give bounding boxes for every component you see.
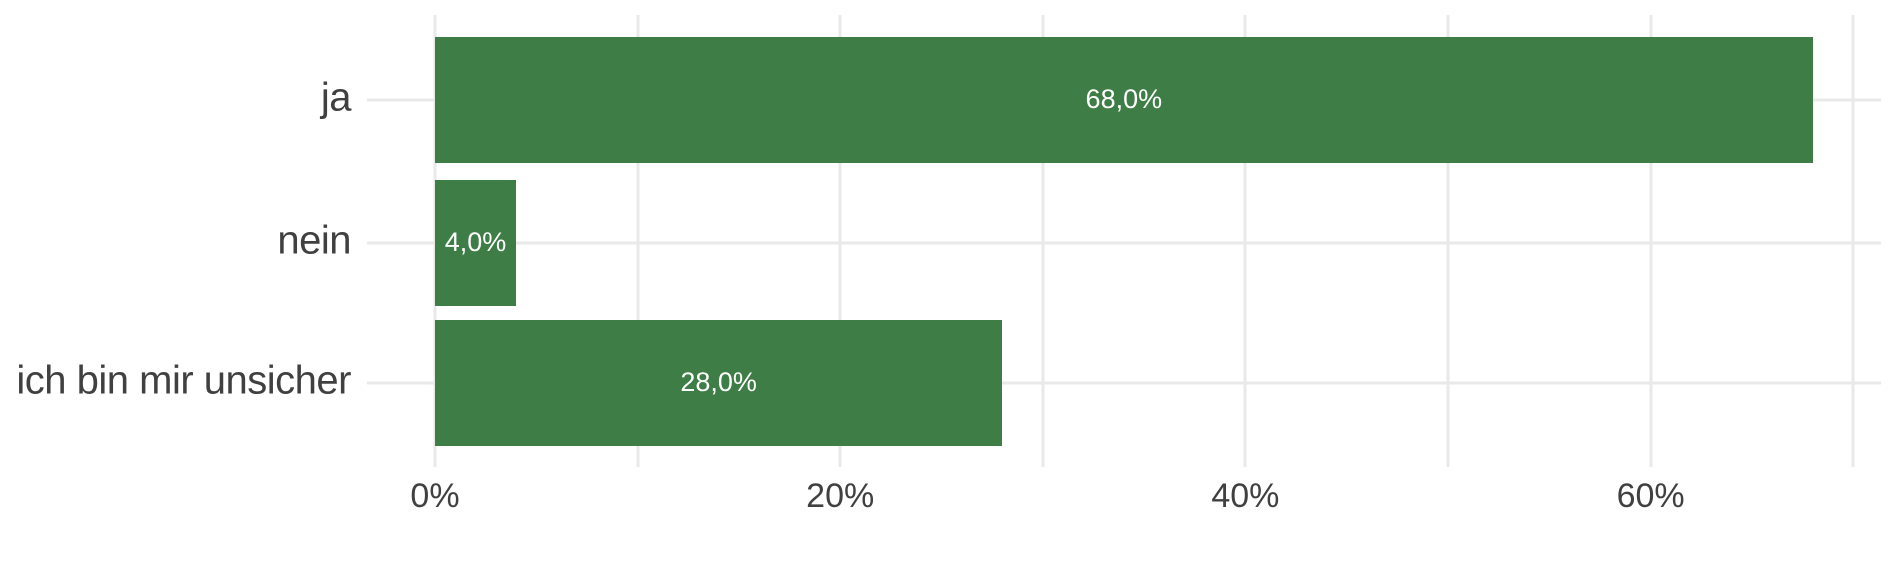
gridline-horizontal [435,241,1881,245]
bar-value-label: 28,0% [680,366,757,397]
gridline-vertical [1446,15,1450,467]
category-label: nein [277,218,351,263]
bar [435,320,1003,446]
bar [435,37,1813,163]
gridline-vertical [1041,15,1045,467]
x-tick-label: 20% [806,477,875,515]
category-label: ich bin mir unsicher [16,358,351,403]
category-label: ja [320,75,352,120]
x-tick-label: 0% [410,477,460,515]
gridline-vertical [838,15,842,467]
category-tick-connector [367,241,434,245]
x-tick-label: 40% [1211,477,1280,515]
gridline-vertical [636,15,640,467]
gridline-vertical [1649,15,1653,467]
category-tick-connector [367,98,434,102]
x-tick-label: 60% [1616,477,1685,515]
bar-value-label: 68,0% [1085,83,1163,114]
gridline-vertical [1243,15,1247,467]
gridline-horizontal [435,381,1881,385]
category-tick-connector [367,381,434,385]
bar-value-label: 4,0% [444,226,507,257]
bar [435,180,517,306]
gridline-vertical [1851,15,1855,467]
